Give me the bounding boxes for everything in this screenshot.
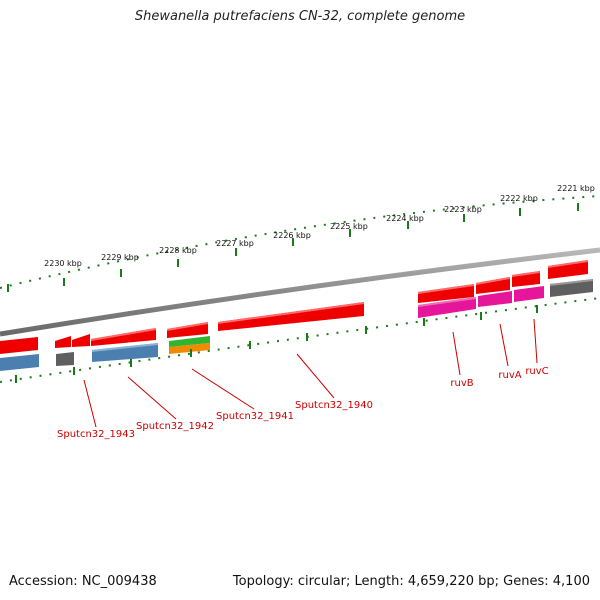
gene-labels: ruvB ruvA ruvC Sputcn32_1940 Sputcn32_19… <box>57 366 549 440</box>
kbp-label-2227: 2227 kbp <box>216 239 254 248</box>
outer-scale <box>0 195 600 292</box>
gene-Sputcn32_1943-fwd <box>72 334 90 347</box>
gene-ruvA-fwd <box>476 277 510 294</box>
gene-ruvC-protein <box>514 286 544 302</box>
gene-Sputcn32_1941-fwd <box>167 322 208 338</box>
kbp-label-2230: 2230 kbp <box>44 259 82 268</box>
leader-lines <box>83 318 538 428</box>
kbp-label-2229: 2229 kbp <box>101 253 139 262</box>
kbp-label-2226: 2226 kbp <box>273 231 311 240</box>
forward-genes <box>0 260 588 354</box>
gene-label-Sputcn32_1943: Sputcn32_1943 <box>57 429 135 440</box>
genome-backbone <box>0 247 600 337</box>
gene-gray-left <box>56 352 74 366</box>
gene-blue-domain <box>92 343 158 362</box>
gene-ruvA-protein <box>478 291 512 307</box>
gene-label-Sputcn32_1941: Sputcn32_1941 <box>216 411 294 422</box>
gene-label-Sputcn32_1942: Sputcn32_1942 <box>136 421 214 432</box>
kbp-label-2228: 2228 kbp <box>159 246 197 255</box>
gene-left-edge-fwd <box>0 337 38 354</box>
kbp-label-2223: 2223 kbp <box>444 205 482 214</box>
gene-ruvB-fwd <box>418 284 474 303</box>
gene-orange-domain <box>169 343 210 354</box>
topology-label: Topology: circular; Length: 4,659,220 bp… <box>232 574 590 589</box>
kbp-label-2222: 2222 kbp <box>500 194 538 203</box>
gene-Sputcn32_1940 <box>218 302 364 331</box>
gene-label-ruvC: ruvC <box>525 366 548 377</box>
annotation-genes <box>0 279 593 371</box>
gene-label-Sputcn32_1940: Sputcn32_1940 <box>295 400 373 411</box>
kbp-label-2221: 2221 kbp <box>557 184 595 193</box>
kbp-label-2224: 2224 kbp <box>386 214 424 223</box>
kbp-label-2225: 2225 kbp <box>330 222 368 231</box>
gene-small-fwd <box>55 336 71 348</box>
inner-scale <box>0 297 600 383</box>
page-title: Shewanella putrefaciens CN-32, complete … <box>134 9 466 24</box>
kbp-labels: 2221 kbp 2222 kbp 2223 kbp 2224 kbp 2225… <box>44 184 595 268</box>
gene-blue-left-edge <box>0 354 39 371</box>
accession-label: Accession: NC_009438 <box>9 574 157 589</box>
gene-label-ruvB: ruvB <box>450 378 473 389</box>
gene-label-ruvA: ruvA <box>498 370 521 381</box>
gene-ruvB-protein <box>418 297 476 318</box>
gene-green-domain <box>169 336 210 347</box>
